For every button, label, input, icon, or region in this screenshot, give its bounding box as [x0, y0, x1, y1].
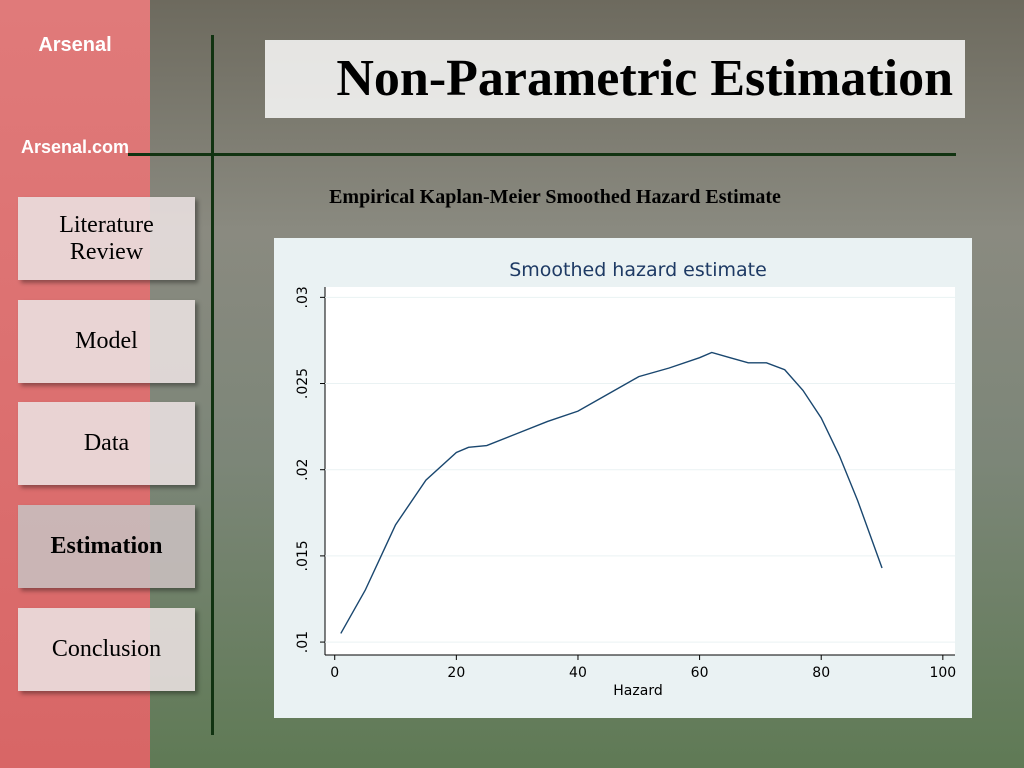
nav-button[interactable]: Data [18, 402, 195, 485]
x-tick-label: 80 [812, 665, 830, 681]
x-tick-label: 100 [929, 665, 956, 681]
nav-button[interactable]: Conclusion [18, 608, 195, 691]
x-axis-label: Hazard [613, 683, 662, 699]
x-tick-label: 60 [691, 665, 709, 681]
chart: Smoothed hazard estimate Hazard .01 .015.… [274, 238, 972, 718]
chart-title: Smoothed hazard estimate [509, 259, 767, 281]
nav-button[interactable]: Estimation [18, 505, 195, 588]
slide-subtitle: Empirical Kaplan-Meier Smoothed Hazard E… [329, 186, 781, 208]
nav-button[interactable]: Literature Review [18, 197, 195, 280]
x-tick-label: 40 [569, 665, 587, 681]
y-tick-label: .03 [295, 286, 311, 308]
logo: Arsenal Arsenal.com [20, 20, 130, 158]
x-tick-label: 0 [330, 665, 339, 681]
y-tick-label: .02 [295, 459, 311, 481]
y-tick-label: .01 [295, 631, 311, 653]
divider [211, 35, 214, 735]
slide-title: Non-Parametric Estimation [265, 40, 965, 118]
line [340, 351, 883, 634]
x-tick-label: 20 [447, 665, 465, 681]
plot-area [325, 287, 955, 655]
nav-button[interactable]: Model [18, 300, 195, 383]
divider [128, 153, 956, 156]
y-tick-label: .025 [295, 368, 311, 399]
y-tick-label: .015 [295, 540, 311, 571]
logo-site: Arsenal.com [20, 137, 130, 157]
logo-name: Arsenal [38, 34, 112, 56]
